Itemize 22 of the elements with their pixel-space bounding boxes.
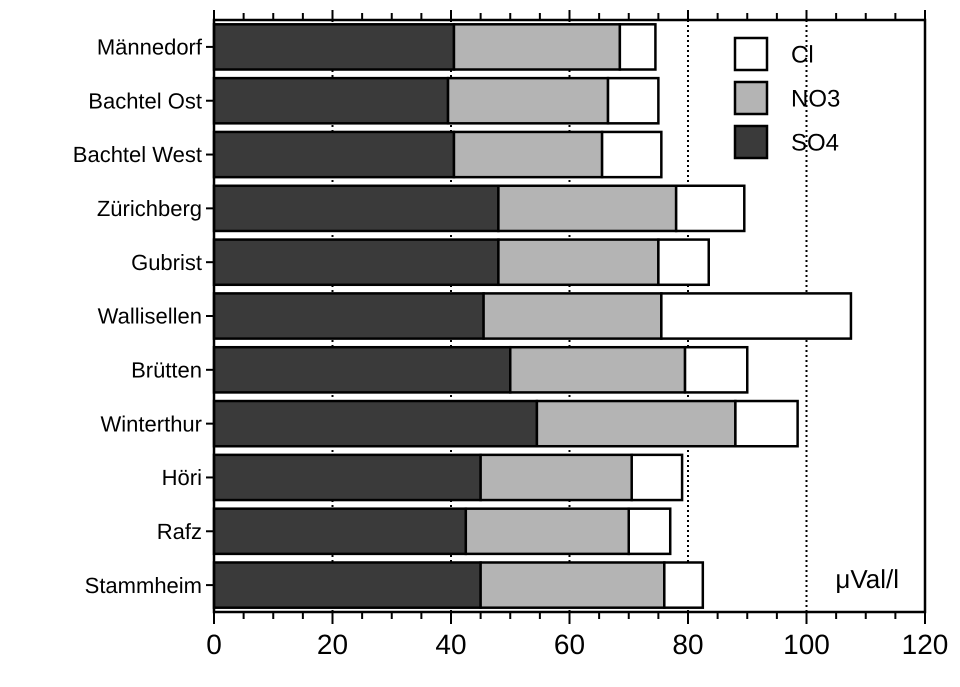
y-tick-label: Bachtel West (72, 142, 202, 168)
y-tick-label: Zürichberg (96, 196, 202, 222)
x-tick-label: 20 (316, 629, 348, 660)
x-tick-label: 40 (435, 629, 467, 660)
y-tick-label: Wallisellen (98, 304, 202, 329)
legend-label: SO4 (791, 129, 840, 156)
y-tick-label: Bachtel Ost (88, 88, 202, 114)
annotation: μVal/l (835, 564, 899, 594)
x-tick-label: 80 (672, 629, 704, 660)
y-tick-label: Höri (162, 465, 202, 490)
legend-label: Cl (791, 41, 814, 68)
y-tick-label: Gubrist (131, 250, 202, 275)
y-tick-label: Stammheim (84, 572, 202, 598)
x-tick-label: 0 (206, 629, 222, 660)
x-tick-label: 120 (902, 629, 948, 660)
legend-label: NO3 (791, 85, 840, 112)
y-tick-label: Brütten (131, 358, 202, 383)
x-tick-label: 100 (783, 629, 830, 660)
y-tick-label: Männedorf (96, 34, 203, 60)
y-tick-label: Winterthur (100, 411, 202, 436)
y-tick-label: Rafz (156, 518, 202, 544)
x-tick-label: 60 (554, 629, 586, 660)
